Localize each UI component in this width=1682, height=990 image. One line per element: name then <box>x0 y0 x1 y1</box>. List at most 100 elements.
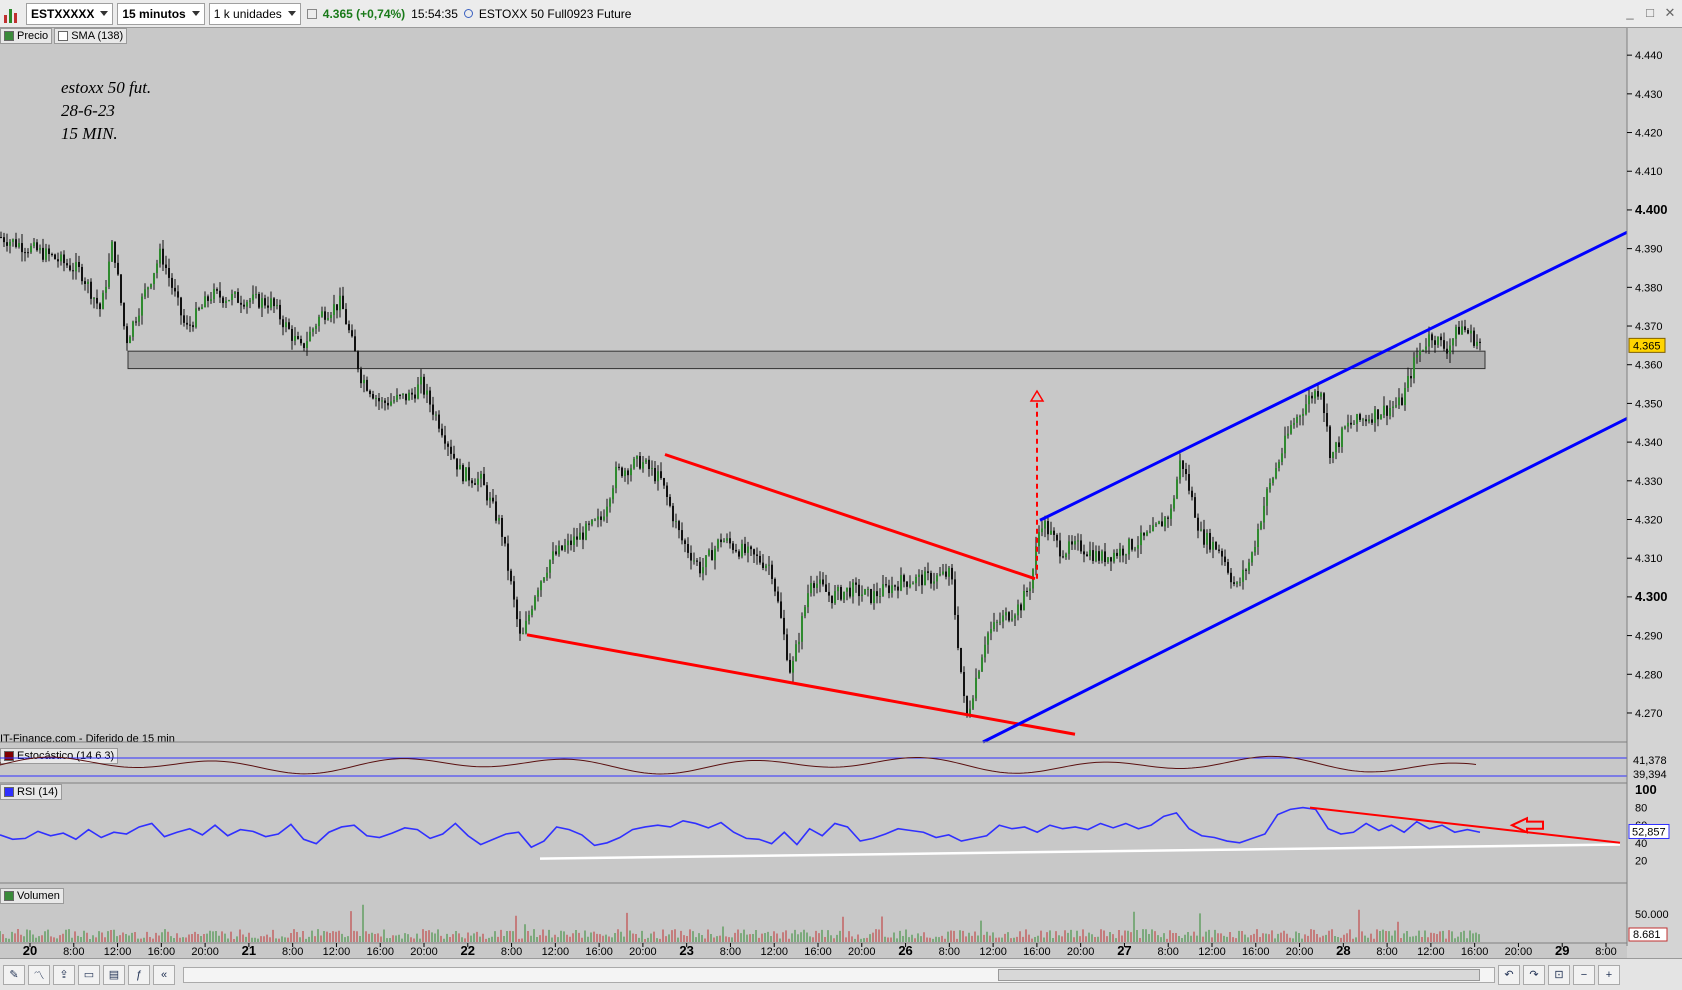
candle-body <box>342 295 344 310</box>
candle-body <box>540 581 542 591</box>
rsi-support-line <box>539 843 1621 860</box>
candle-body <box>1419 350 1421 355</box>
minimize-icon[interactable]: _ <box>1626 5 1634 20</box>
scroll-back-icon[interactable]: « <box>153 964 175 985</box>
price-tick-label: 4.380 <box>1635 282 1663 294</box>
candle-body <box>657 471 659 482</box>
share-icon[interactable]: ⇪ <box>53 964 75 985</box>
candle-body <box>825 584 827 592</box>
close-icon[interactable]: ✕ <box>1664 5 1676 20</box>
x-tick-label: 12:00 <box>760 946 788 958</box>
candle-body <box>204 296 206 308</box>
zoom-fit-icon[interactable]: ⊡ <box>1548 964 1570 985</box>
compare-icon[interactable]: ▤ <box>103 964 125 985</box>
candle-body <box>246 302 248 307</box>
candle-body <box>768 564 770 566</box>
volume-label[interactable]: Volumen <box>0 888 64 904</box>
candle-body <box>720 539 722 543</box>
candle-body <box>1188 474 1190 491</box>
window-controls: _ □ ✕ <box>1624 5 1676 21</box>
candle-body <box>120 274 122 303</box>
stochastic-swatch-icon <box>4 751 14 761</box>
candle-body <box>162 248 164 265</box>
candle-body <box>1230 572 1232 583</box>
candle-body <box>798 641 800 645</box>
redo-icon[interactable]: ↷ <box>1523 964 1545 985</box>
candle-body <box>180 297 182 316</box>
candle-body <box>1263 505 1265 523</box>
candle-body <box>1086 554 1088 557</box>
candle-body <box>651 468 653 470</box>
candle-body <box>24 252 26 254</box>
candle-body <box>1152 525 1154 532</box>
candle-body <box>63 254 65 264</box>
zoom-out-icon[interactable]: − <box>1573 964 1595 985</box>
candle-body <box>915 576 917 584</box>
candle-body <box>108 261 110 287</box>
candle-body <box>912 583 914 585</box>
candle-body <box>123 302 125 327</box>
candle-body <box>618 466 620 468</box>
indicator-icon[interactable]: ƒ <box>128 964 150 985</box>
zoom-in-icon[interactable]: + <box>1598 964 1620 985</box>
candle-body <box>486 485 488 501</box>
candle-body <box>594 519 596 521</box>
volume-last-value: 8.681 <box>1633 929 1661 941</box>
candle-body <box>639 456 641 469</box>
units-selector[interactable]: 1 k unidades <box>208 2 301 25</box>
stochastic-label[interactable]: Estocástico (14 6 3) <box>0 748 119 764</box>
candle-body <box>411 392 413 395</box>
pencil-icon[interactable]: ✎ <box>3 964 25 985</box>
price-tick-label: 4.390 <box>1635 244 1663 256</box>
interval-selector[interactable]: 15 minutos <box>117 2 205 25</box>
candle-body <box>831 595 833 604</box>
rsi-last-value: 52,857 <box>1632 826 1666 838</box>
candle-body <box>783 617 785 635</box>
candlestick-chart-icon[interactable] <box>4 5 22 23</box>
candle-body <box>285 322 287 328</box>
candle-body <box>453 453 455 459</box>
candle-body <box>723 540 725 543</box>
candle-body <box>573 536 575 545</box>
undo-icon[interactable]: ↶ <box>1498 964 1520 985</box>
candle-body <box>522 633 524 635</box>
sma-legend-item[interactable]: SMA (138) <box>54 28 128 44</box>
candle-body <box>669 496 671 506</box>
chart-type-icon[interactable]: 〽 <box>28 964 50 985</box>
candle-body <box>6 242 8 246</box>
candle-body <box>855 582 857 585</box>
annotation-line-1: estoxx 50 fut. <box>61 78 152 97</box>
candle-body <box>270 298 272 308</box>
comment-icon[interactable]: ▭ <box>78 964 100 985</box>
candle-body <box>348 324 350 331</box>
price-legend-item[interactable]: Precio <box>0 28 53 44</box>
candle-body <box>954 579 956 615</box>
candle-body <box>969 708 971 716</box>
chevron-down-icon <box>287 10 296 16</box>
candle-body <box>387 402 389 406</box>
candle-body <box>111 241 113 262</box>
candle-body <box>537 590 539 597</box>
candle-body <box>1254 547 1256 553</box>
symbol-selector[interactable]: ESTXXXXX <box>26 2 114 25</box>
candle-body <box>1050 530 1052 535</box>
chart-annotation: estoxx 50 fut. 28-6-23 15 MIN. <box>61 76 151 145</box>
candle-body <box>1446 348 1448 354</box>
candle-body <box>1395 405 1397 407</box>
candle-body <box>1197 517 1199 531</box>
maximize-icon[interactable]: □ <box>1646 5 1654 20</box>
candle-body <box>624 470 626 477</box>
volume-swatch-icon <box>4 891 14 901</box>
candle-body <box>198 308 200 310</box>
x-tick-label: 16:00 <box>366 946 394 958</box>
candle-body <box>1458 326 1460 335</box>
time-scrollbar[interactable] <box>183 966 1495 983</box>
candle-body <box>474 483 476 485</box>
rsi-label[interactable]: RSI (14) <box>0 784 62 800</box>
candle-body <box>1098 551 1100 561</box>
candle-body <box>696 560 698 562</box>
candle-body <box>585 523 587 540</box>
candle-body <box>1431 334 1433 341</box>
candle-body <box>1449 345 1451 354</box>
scrollbar-thumb[interactable] <box>998 968 1480 981</box>
